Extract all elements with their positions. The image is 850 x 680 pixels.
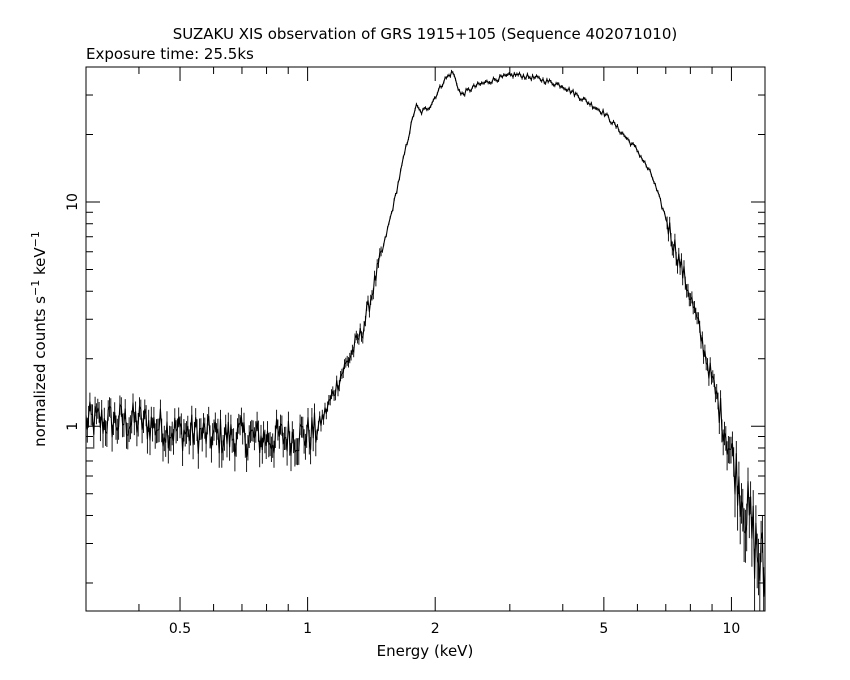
x-axis-label: Energy (keV): [377, 642, 474, 660]
plot-frame: [85, 66, 766, 612]
y-axis-label-sup2: −1: [29, 231, 42, 247]
x-tick-label: 0.5: [169, 621, 191, 637]
y-axis-label: normalized counts s−1 keV−1: [29, 231, 49, 447]
y-tick-label: 1: [65, 422, 81, 431]
x-tick-label: 5: [599, 621, 608, 637]
series-error-bars: [85, 69, 766, 611]
y-axis-label-sup1: −1: [29, 280, 42, 296]
chart-subtitle: Exposure time: 25.5ks: [86, 45, 254, 63]
chart-title: SUZAKU XIS observation of GRS 1915+105 (…: [173, 25, 677, 43]
tick-labels: 0.5 1 2 5 10 1 10: [65, 193, 740, 637]
axis-ticks: [85, 66, 765, 611]
y-tick-label: 10: [65, 193, 81, 211]
x-tick-label: 2: [431, 621, 440, 637]
x-tick-label: 1: [303, 621, 312, 637]
y-axis-label-mid: keV: [31, 247, 49, 280]
y-axis-label-main: normalized counts s: [31, 296, 49, 447]
series-group: [85, 69, 766, 611]
x-tick-label: 10: [723, 621, 741, 637]
series-line: [85, 70, 766, 597]
